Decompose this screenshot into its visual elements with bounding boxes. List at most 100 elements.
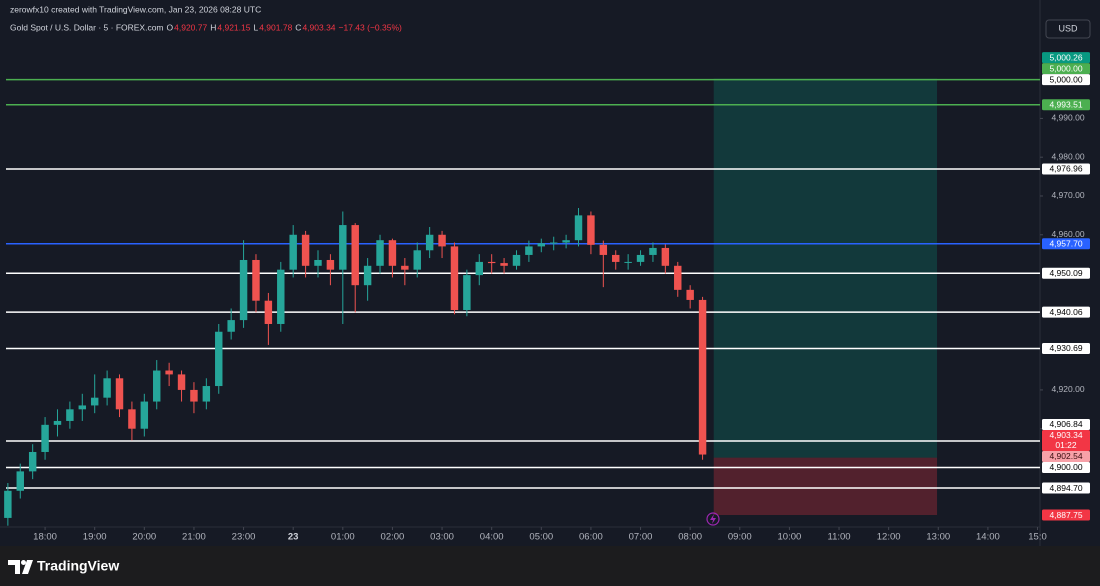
x-tick-label: 07:00 xyxy=(629,532,653,543)
position-loss-zone xyxy=(713,457,938,516)
candle-body xyxy=(153,370,161,402)
level-label-box[interactable] xyxy=(1042,450,1090,462)
level-label: 4,887.75 xyxy=(1049,510,1082,520)
x-tick-label: 15:0 xyxy=(1028,532,1047,543)
x-tick-label: 03:00 xyxy=(430,532,454,543)
x-tick-label: 11:00 xyxy=(827,532,850,543)
event-icon[interactable] xyxy=(706,512,720,526)
level-label: 4,950.09 xyxy=(1049,268,1082,278)
level-label: 4,957.70 xyxy=(1049,238,1082,248)
candle-body xyxy=(78,405,87,410)
level-label-box[interactable] xyxy=(1042,418,1090,430)
candle-body xyxy=(661,247,670,266)
candle-body xyxy=(128,409,136,429)
level-label-box[interactable] xyxy=(1042,461,1090,473)
candle-body xyxy=(512,254,521,266)
y-tick-label: 4,920.00 xyxy=(1051,384,1084,394)
level-label-box[interactable] xyxy=(1042,342,1090,354)
x-tick-label: 12:00 xyxy=(877,532,901,543)
x-tick-label: 23:00 xyxy=(232,532,256,543)
x-tick-label: 02:00 xyxy=(381,532,405,543)
level-label-box[interactable] xyxy=(1042,99,1090,111)
currency-label[interactable]: USD xyxy=(1058,23,1078,33)
x-tick-label: 23 xyxy=(288,532,299,543)
candle-body xyxy=(28,451,37,472)
x-tick-label: 06:00 xyxy=(579,532,603,543)
candle-body xyxy=(475,261,483,276)
candle-body xyxy=(574,215,583,241)
candle-body xyxy=(53,420,62,425)
symbol-line: Gold Spot / U.S. Dollar · 5 · FOREX.com xyxy=(10,22,164,32)
candle-body xyxy=(487,261,496,264)
header-legend: Gold Spot / U.S. Dollar · 5 · FOREX.com O… xyxy=(10,22,402,32)
candle-body xyxy=(301,234,310,266)
position-profit-zone xyxy=(713,78,938,458)
candle-body xyxy=(636,254,645,262)
level-label-box[interactable] xyxy=(1042,163,1090,175)
ohlc-key: H xyxy=(210,22,216,32)
candle-body xyxy=(599,244,608,255)
level-label-box[interactable] xyxy=(1042,74,1090,86)
candle-body xyxy=(686,289,694,300)
candle-body xyxy=(215,331,223,387)
x-tick-label: 10:00 xyxy=(778,532,802,543)
level-label-box[interactable] xyxy=(1042,52,1090,64)
level-label-box[interactable] xyxy=(1042,482,1090,494)
ohlc-value: 4,920.77 xyxy=(174,22,207,32)
x-tick-label: 08:00 xyxy=(678,532,702,543)
level-line-layer xyxy=(6,78,1040,489)
candle-body xyxy=(537,243,546,247)
level-label-box[interactable] xyxy=(1042,429,1090,451)
currency-box[interactable] xyxy=(1045,19,1091,39)
candle-body xyxy=(289,234,297,270)
level-label-box[interactable] xyxy=(1042,267,1090,279)
x-tick-label: 04:00 xyxy=(480,532,504,543)
y-tick-label: 4,990.00 xyxy=(1051,113,1084,123)
level-label-box[interactable] xyxy=(1042,306,1090,318)
candle-body xyxy=(16,471,24,491)
candle-body xyxy=(425,234,434,251)
countdown-label: 01:22 xyxy=(1055,440,1077,450)
candle-body xyxy=(314,259,322,266)
x-tick-label: 05:00 xyxy=(529,532,553,543)
ohlc-key: O xyxy=(167,22,174,32)
candle-body xyxy=(277,269,285,324)
level-label: 5,000.00 xyxy=(1049,74,1082,84)
candle-body xyxy=(165,370,173,375)
level-label-box[interactable] xyxy=(1042,509,1090,521)
level-label: 4,940.06 xyxy=(1049,307,1082,317)
y-tick-label: 4,970.00 xyxy=(1051,190,1084,200)
ohlc-key: L xyxy=(253,22,258,32)
candle-body xyxy=(562,240,570,243)
candle-body xyxy=(674,265,682,290)
footer-band xyxy=(0,546,1100,586)
ohlc-key: C xyxy=(295,22,301,32)
candle-body xyxy=(624,261,632,263)
x-tick-label: 01:00 xyxy=(331,532,355,543)
candle-body xyxy=(363,265,372,286)
candle-body xyxy=(351,225,359,286)
candle-body xyxy=(587,215,595,245)
x-tick-label: 09:00 xyxy=(728,532,752,543)
candle-body xyxy=(401,265,409,270)
candle-body xyxy=(549,242,558,244)
level-label-box[interactable] xyxy=(1042,238,1090,250)
candle-body xyxy=(177,374,186,390)
candle-body xyxy=(339,225,347,270)
level-label-layer: 5,000.265,000.005,000.004,993.514,976.96… xyxy=(1042,52,1090,521)
x-tick-label: 18:00 xyxy=(33,532,57,543)
candle-body xyxy=(612,254,620,262)
candle-body xyxy=(525,246,533,255)
candle-body xyxy=(649,247,657,255)
x-tick-label: 21:00 xyxy=(182,532,206,543)
x-tick-label: 14:00 xyxy=(976,532,1000,543)
level-label: 4,894.70 xyxy=(1049,483,1082,493)
footer-logo[interactable]: TradingView xyxy=(8,558,119,574)
y-tick-label: 4,980.00 xyxy=(1051,151,1084,161)
candle-body xyxy=(413,250,421,270)
level-label-box[interactable] xyxy=(1042,63,1090,75)
candle-body xyxy=(4,490,12,518)
level-label: 4,902.54 xyxy=(1049,451,1082,461)
candle-body xyxy=(239,259,248,321)
